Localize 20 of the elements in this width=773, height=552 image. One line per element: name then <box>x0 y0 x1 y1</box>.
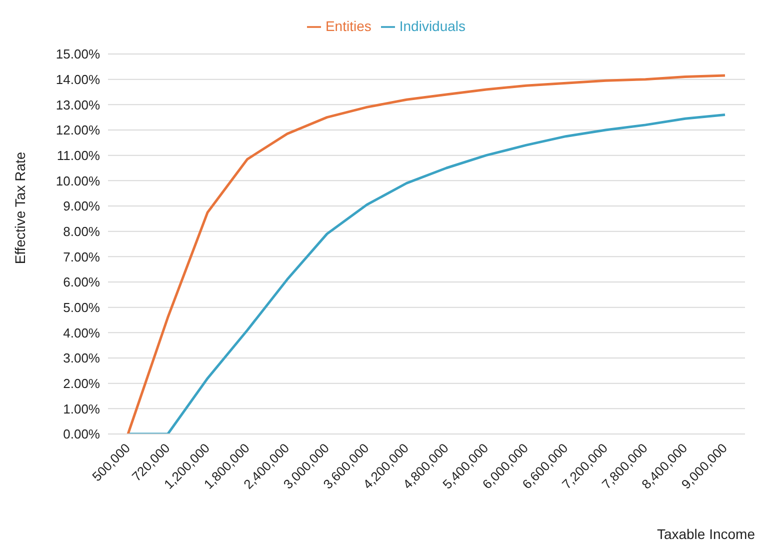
y-tick-label: 4.00% <box>63 325 100 340</box>
y-tick-label: 1.00% <box>63 401 100 416</box>
y-tick-label: 0.00% <box>63 426 100 442</box>
x-axis-title: Taxable Income <box>656 526 755 542</box>
y-tick-label: 14.00% <box>56 72 100 87</box>
y-tick-label: 3.00% <box>63 350 100 366</box>
y-tick-label: 15.00% <box>56 46 100 62</box>
y-tick-label: 2.00% <box>63 376 100 391</box>
y-axis-title: Effective Tax Rate <box>12 152 28 264</box>
y-tick-label: 9.00% <box>63 198 100 214</box>
y-tick-label: 12.00% <box>56 122 100 138</box>
y-tick-label: 8.00% <box>63 224 100 239</box>
legend-label: Entities <box>325 18 372 34</box>
y-tick-label: 7.00% <box>63 249 100 264</box>
y-tick-label: 11.00% <box>56 148 100 163</box>
y-tick-label: 5.00% <box>63 300 100 315</box>
y-tick-label: 13.00% <box>56 97 100 112</box>
y-tick-label: 6.00% <box>63 274 100 290</box>
y-tick-label: 10.00% <box>56 173 100 188</box>
legend-label: Individuals <box>399 18 466 34</box>
